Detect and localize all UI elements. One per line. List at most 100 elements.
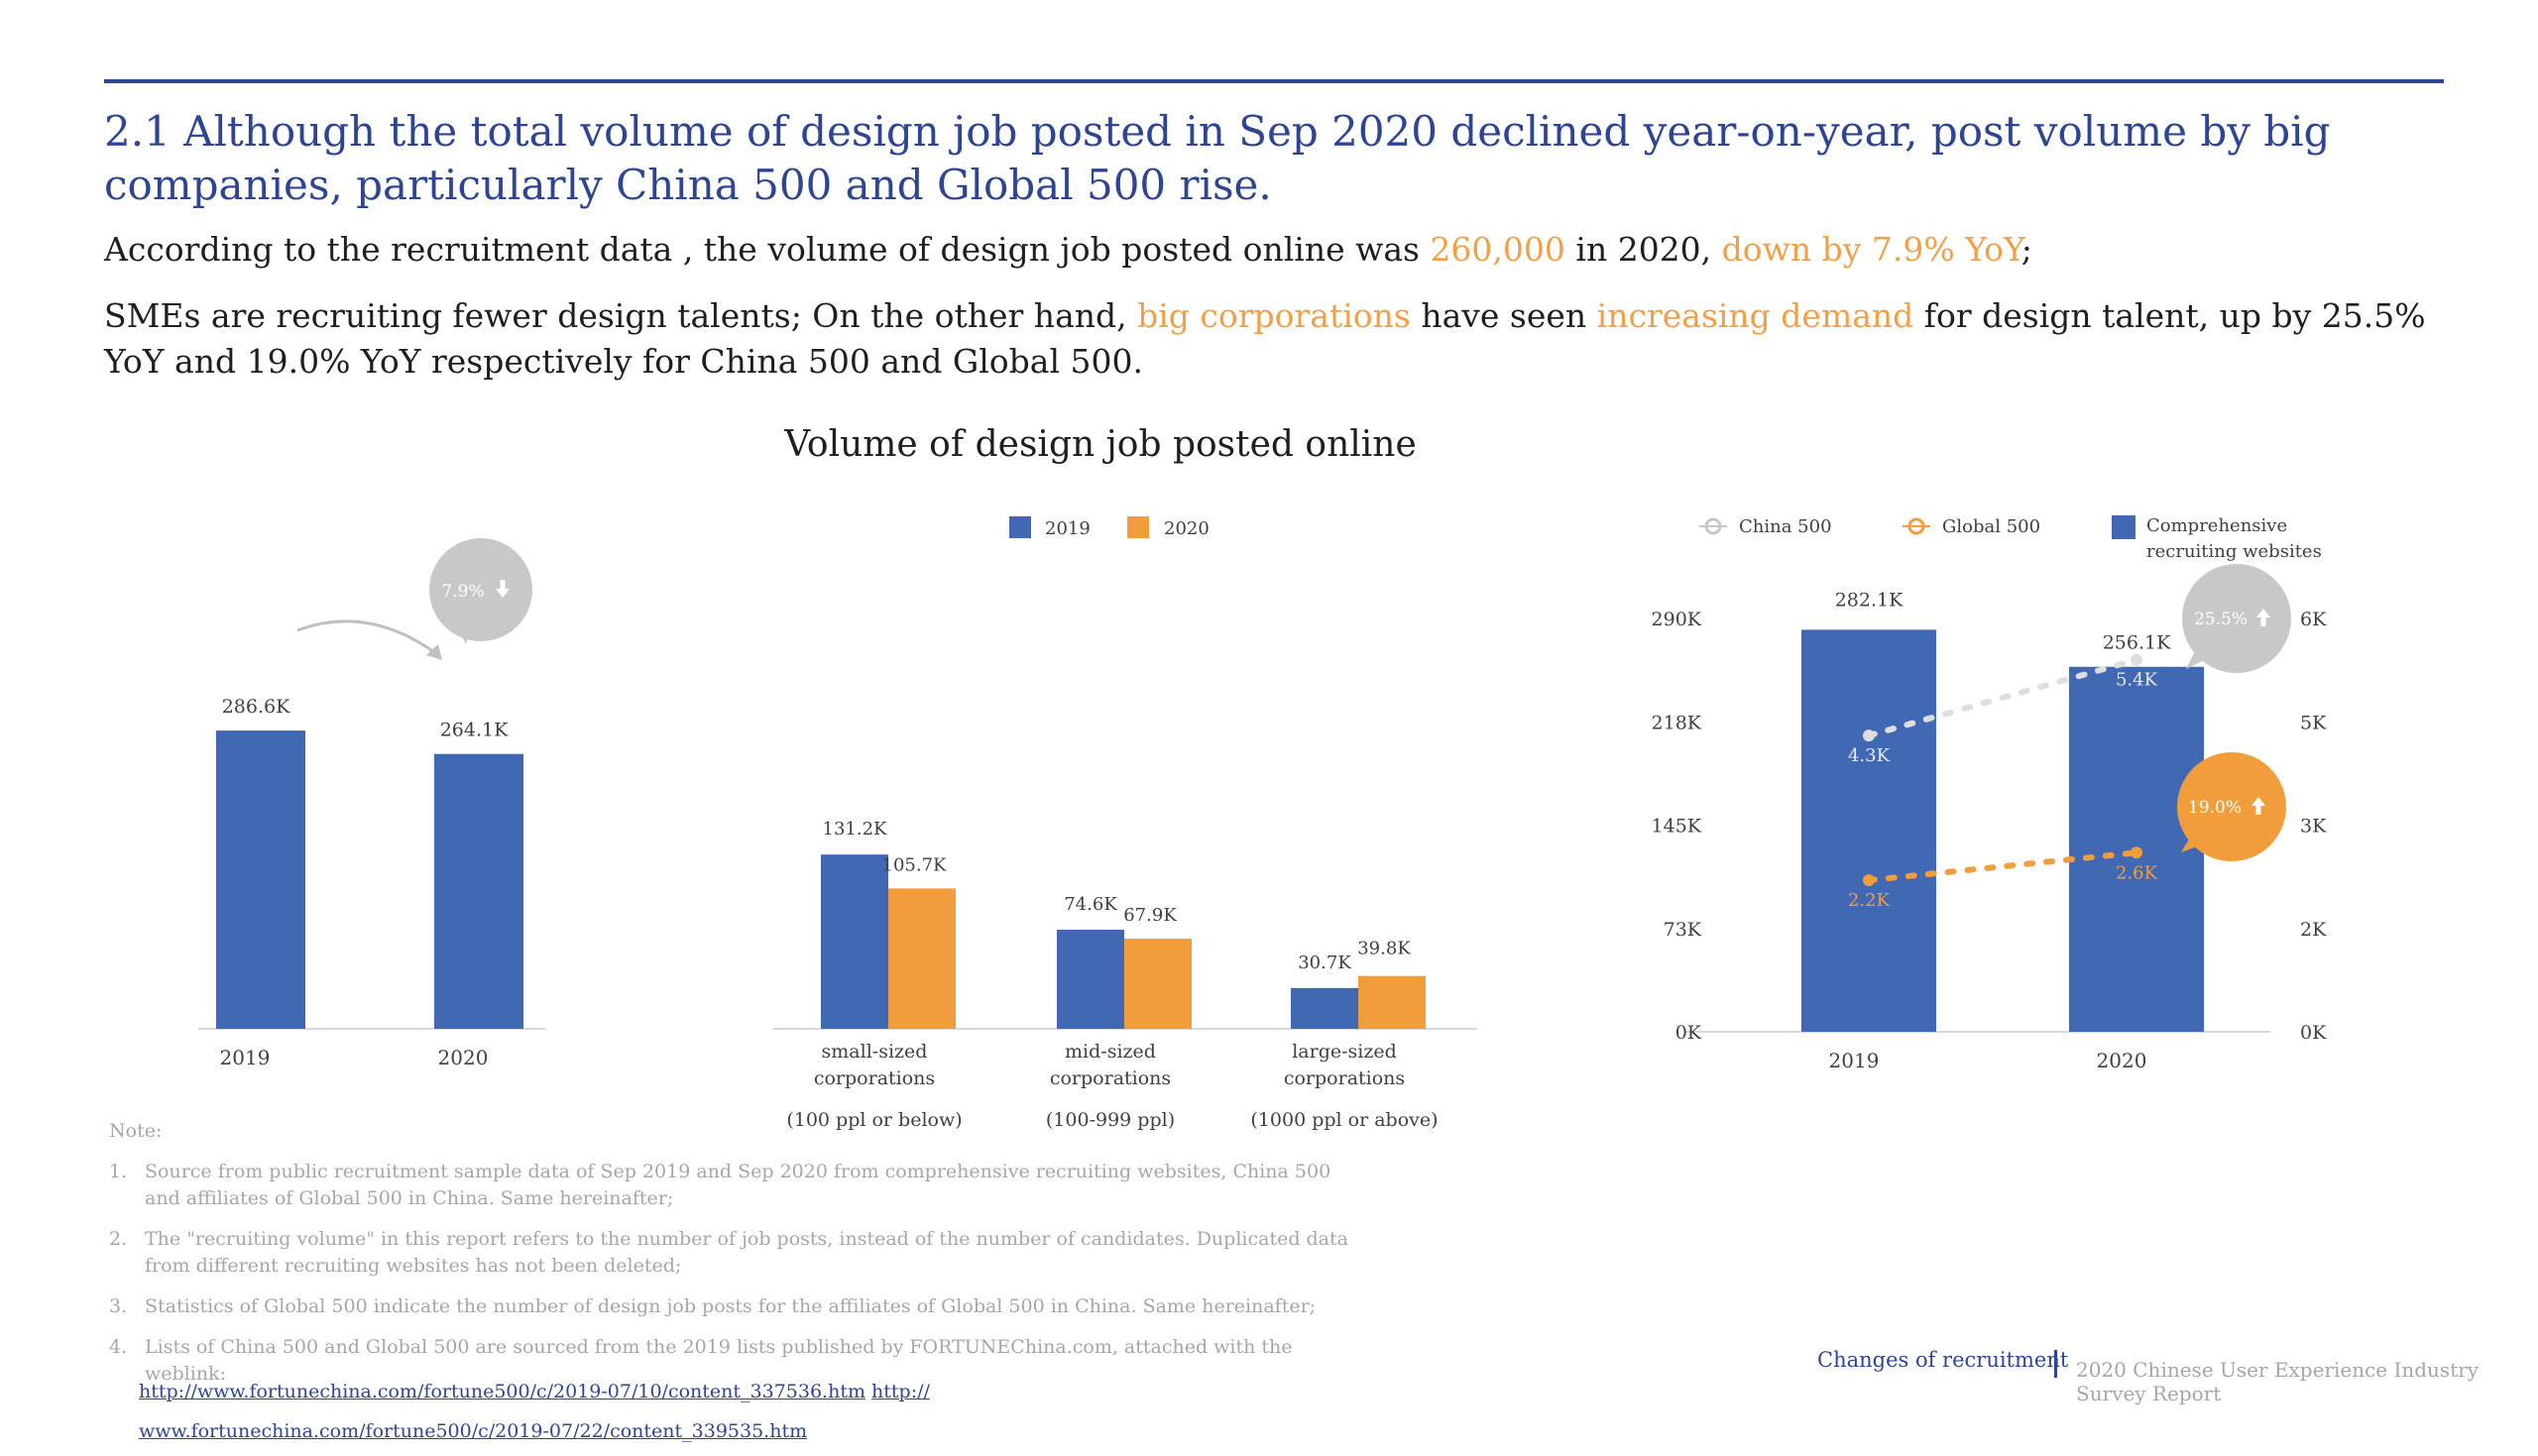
note-item: 1. Source from public recruitment sample … xyxy=(109,1159,1348,1212)
chart2-value-label-2020: 67.9K xyxy=(1123,905,1177,926)
chart3-bar-value-label: 256.1K xyxy=(2103,632,2171,654)
chart2-x-label: mid-sized xyxy=(1065,1041,1156,1063)
up-arrow-icon xyxy=(2251,797,2265,815)
note-number: 1. xyxy=(109,1161,128,1182)
chart2-value-label-2019: 74.6K xyxy=(1064,894,1117,915)
chart2-legend-label-2020: 2020 xyxy=(1164,518,1210,539)
chart1-change-arrowhead xyxy=(426,644,442,660)
chart3-right-tick: 0K xyxy=(2300,1022,2327,1044)
chart2-x-label: corporations xyxy=(814,1067,935,1089)
footer-section-name: Changes of recruitment xyxy=(1817,1348,2069,1372)
footer-report-name: 2020 Chinese User Experience Industry Su… xyxy=(2076,1358,2480,1405)
chart2-value-label-2020: 105.7K xyxy=(882,854,948,875)
note-number: 4. xyxy=(109,1336,128,1358)
note-number: 3. xyxy=(109,1295,128,1317)
chart3-point-label-china500: 4.3K xyxy=(1848,745,1891,766)
down-arrow-icon xyxy=(496,580,510,598)
chart2-bar-2019 xyxy=(1291,987,1358,1029)
chart3-left-tick: 145K xyxy=(1652,816,1702,838)
chart1-bar-2019 xyxy=(216,730,305,1029)
chart3-left-tick: 218K xyxy=(1652,712,1702,733)
chart3-right-tick: 6K xyxy=(2300,609,2327,630)
chart3-point-china500 xyxy=(2131,653,2142,666)
chart1-x-label: 2020 xyxy=(438,1046,489,1069)
chart3-x-label: 2019 xyxy=(1829,1049,1880,1072)
highlight-decline: down by 7.9% YoY xyxy=(1721,230,2021,269)
chart3-right-tick: 5K xyxy=(2300,712,2327,733)
chart1-change-bubble xyxy=(429,538,532,641)
note-text: Lists of China 500 and Global 500 are so… xyxy=(145,1336,1293,1385)
chart1-bar-2020 xyxy=(434,753,523,1029)
chart3-legend-comprehensive-swatch xyxy=(2112,515,2135,539)
chart-title: Volume of design job posted online xyxy=(784,424,1417,465)
chart1-change-text: 7.9% xyxy=(441,582,484,602)
chart1-change-arrow xyxy=(296,619,435,654)
notes-list: 1. Source from public recruitment sample … xyxy=(109,1159,1348,1388)
note-text: The "recruiting volume" in this report r… xyxy=(145,1228,1348,1277)
chart2-value-label-2020: 39.8K xyxy=(1357,939,1411,959)
chart3-line-global500 xyxy=(1866,849,2139,884)
chart2-x-label-size: (1000 ppl or above) xyxy=(1250,1109,1438,1131)
chart3-point-label-china500: 5.4K xyxy=(2116,670,2158,691)
chart3-left-tick: 290K xyxy=(1652,609,1702,630)
chart3-china-growth-text: 25.5% xyxy=(2194,610,2248,629)
chart2-bar-2019 xyxy=(1057,930,1124,1029)
chart2-x-label: small-sized xyxy=(822,1041,928,1063)
chart2-value-label-2019: 30.7K xyxy=(1298,952,1351,973)
chart3-bar-value-label: 282.1K xyxy=(1835,589,1904,611)
chart2-x-label: corporations xyxy=(1284,1067,1405,1089)
chart3-point-label-global500: 2.6K xyxy=(2116,862,2158,883)
highlight-big-corps: big corporations xyxy=(1137,296,1411,335)
chart3-line-china500 xyxy=(1866,656,2139,739)
chart3-china-growth-bubble xyxy=(2182,564,2291,673)
note-item: 2. The "recruiting volume" in this report… xyxy=(109,1226,1348,1280)
chart3-global-growth-bubble xyxy=(2177,752,2286,861)
intro-paragraph-2: SMEs are recruiting fewer design talents… xyxy=(104,296,2426,381)
chart1-x-label: 2019 xyxy=(220,1046,271,1069)
fortune-link-1[interactable]: http://www.fortunechina.com/fortune500/c… xyxy=(139,1381,865,1402)
fortune-link-1-continued[interactable]: http:// xyxy=(871,1381,930,1402)
chart3-global-growth-text: 19.0% xyxy=(2188,798,2242,818)
chart2-value-label-2019: 131.2K xyxy=(823,819,888,840)
chart2-legend-label-2019: 2019 xyxy=(1045,518,1091,539)
highlight-demand: increasing demand xyxy=(1596,296,1914,335)
chart3-right-tick: 2K xyxy=(2300,919,2327,941)
chart2-x-label-size: (100-999 ppl) xyxy=(1046,1109,1175,1131)
chart3-legend-comprehensive: Comprehensive xyxy=(2146,515,2287,536)
chart3-point-label-global500: 2.2K xyxy=(1848,890,1891,911)
note-links: http:// www.fortunechina.com/fortune500/c… xyxy=(139,1372,930,1451)
fortune-link-2[interactable]: www.fortunechina.com/fortune500/c/2019-0… xyxy=(139,1420,808,1442)
chart3-legend-china500: China 500 xyxy=(1739,516,1832,537)
notes-heading: Note: xyxy=(109,1120,163,1142)
note-item: 3. Statistics of Global 500 indicate the … xyxy=(109,1293,1348,1320)
chart3-left-tick: 73K xyxy=(1664,919,1702,941)
chart2-x-label: large-sized xyxy=(1292,1041,1397,1063)
footer-divider xyxy=(2054,1350,2057,1378)
note-number: 2. xyxy=(109,1228,128,1250)
chart3-point-global500 xyxy=(2131,846,2142,859)
top-divider xyxy=(104,79,2444,83)
chart1-value-label: 286.6K xyxy=(222,696,290,718)
chart2-legend-swatch-2020 xyxy=(1127,516,1149,538)
chart3-right-tick: 3K xyxy=(2300,816,2327,838)
chart1-value-label: 264.1K xyxy=(440,720,509,741)
chart3-legend-global500: Global 500 xyxy=(1942,516,2040,537)
chart2-bar-2020 xyxy=(1358,975,1426,1029)
chart2-x-label-size: (100 ppl or below) xyxy=(786,1109,962,1131)
note-text: Source from public recruitment sample da… xyxy=(145,1161,1331,1209)
chart2-bar-2019 xyxy=(821,854,888,1029)
page-title: 2.1 Although the total volume of design … xyxy=(104,107,2331,209)
up-arrow-icon xyxy=(2256,609,2270,626)
note-item: 4. Lists of China 500 and Global 500 are … xyxy=(109,1334,1348,1388)
chart3-left-tick: 0K xyxy=(1675,1022,1702,1044)
chart2-bar-2020 xyxy=(1124,939,1192,1029)
notes-section: Note: 1. Source from public recruitment s… xyxy=(109,1118,1348,1401)
chart2-x-label: corporations xyxy=(1050,1067,1171,1089)
note-text: Statistics of Global 500 indicate the nu… xyxy=(145,1295,1317,1317)
chart2-legend-swatch-2019 xyxy=(1009,516,1031,538)
chart2-bar-2020 xyxy=(888,888,956,1029)
intro-paragraph-1: According to the recruitment data , the … xyxy=(104,230,2032,269)
chart3-point-china500 xyxy=(1863,729,1875,742)
highlight-volume: 260,000 xyxy=(1430,230,1565,269)
